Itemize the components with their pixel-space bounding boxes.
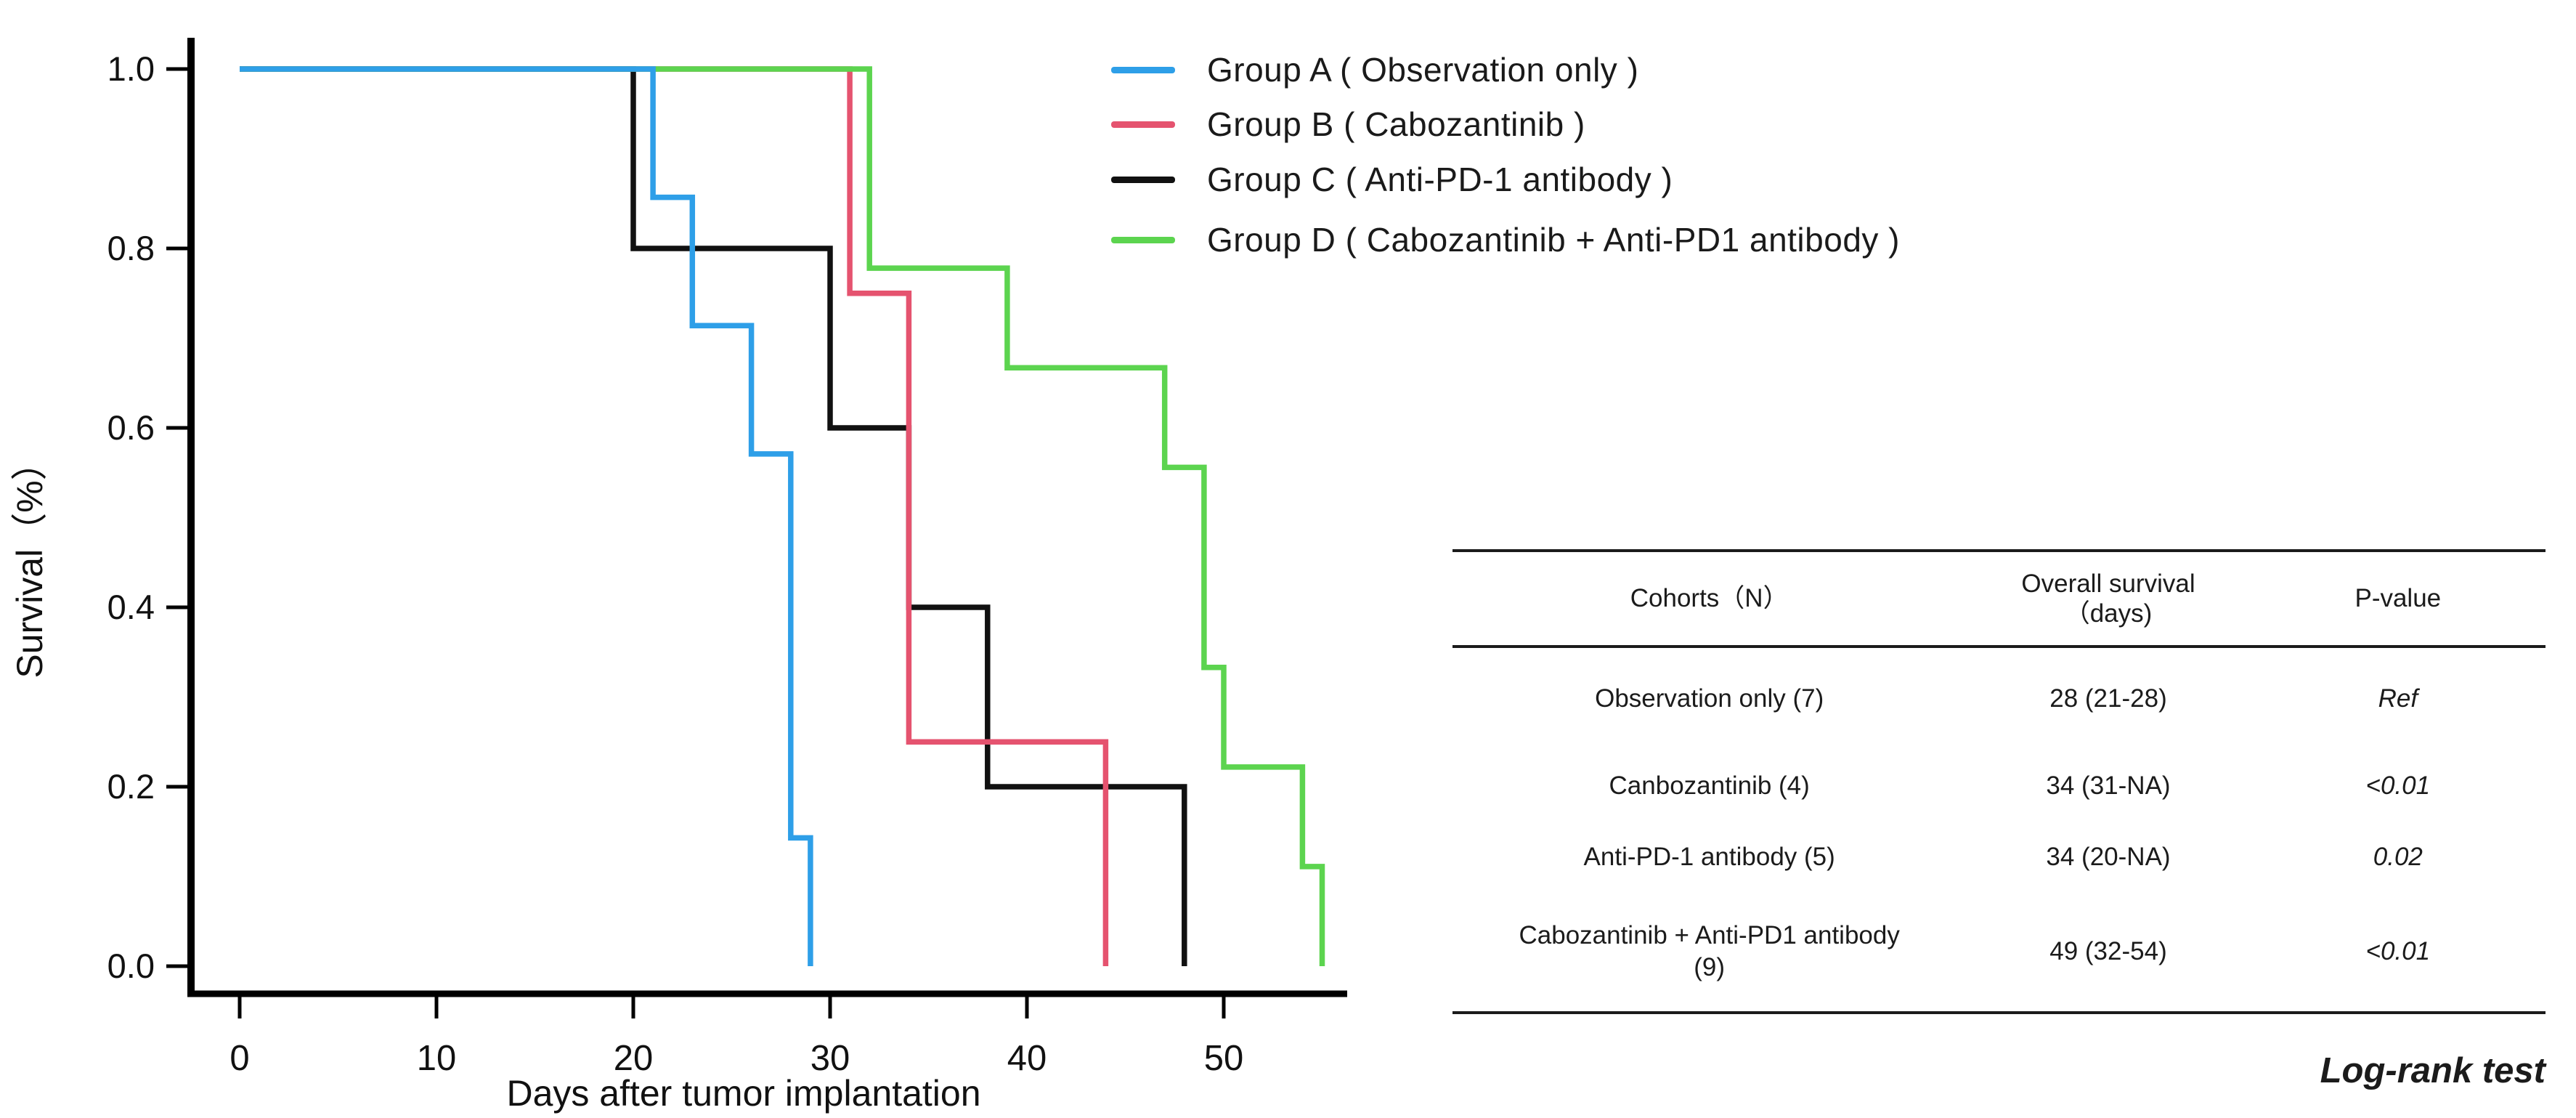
os-cell: 28 (21-28): [2049, 684, 2167, 713]
legend-item-group-c: Group C ( Anti-PD-1 antibody ): [1111, 161, 1673, 198]
table-row: Cabozantinib + Anti-PD1 antibody (9) 49 …: [1452, 892, 2545, 1011]
pvalue-cell: <0.01: [2365, 771, 2431, 801]
x-tick-label: 50: [1204, 1039, 1244, 1078]
cohort-cell: Anti-PD-1 antibody (5): [1583, 843, 1835, 872]
legend-label-group-a: Group A ( Observation only ): [1207, 51, 1639, 89]
cohort-cell: Canbozantinib (4): [1609, 771, 1810, 801]
legend-label-group-b: Group B ( Cabozantinib ): [1207, 105, 1585, 143]
survival-curve-c: [240, 66, 1187, 966]
header-overall-survival: Overall survival （days): [1966, 569, 2250, 629]
cohort-cell: Observation only (7): [1595, 684, 1824, 713]
table-row: Observation only (7) 28 (21-28) Ref: [1452, 648, 2545, 750]
x-tick-label: 40: [1007, 1039, 1047, 1078]
x-tick-label: 0: [229, 1039, 249, 1078]
survival-curve-b: [240, 66, 1109, 966]
survival-chart: 0.0 0.2 0.4 0.6 0.8 1.0 0 10 20 30 40 50 Days after …: [9, 38, 1347, 1114]
table-header-rule: [1452, 645, 2545, 648]
y-tick-label: 0.2: [107, 767, 155, 806]
y-tick-label: 0.4: [107, 588, 155, 626]
pvalue-cell: <0.01: [2365, 937, 2431, 966]
legend-label-group-c: Group C ( Anti-PD-1 antibody ): [1207, 161, 1673, 198]
cohort-cell: Cabozantinib + Anti-PD1 antibody (9): [1519, 921, 1900, 981]
pvalue-cell: Ref: [2378, 684, 2418, 713]
header-cohorts: Cohorts（N）: [1630, 584, 1789, 613]
group-b-line-swatch: [1111, 121, 1175, 128]
y-axis-title: Survival（%）: [9, 444, 50, 678]
x-tick-label: 20: [614, 1039, 654, 1078]
x-axis-title: Days after tumor implantation: [506, 1073, 980, 1114]
os-cell: 34 (20-NA): [2046, 843, 2171, 872]
header-pvalue: P-value: [2354, 584, 2442, 613]
group-a-line-swatch: [1111, 66, 1175, 73]
y-tick-label: 0.0: [107, 947, 155, 985]
table-top-rule: [1452, 549, 2545, 552]
y-tick-label: 1.0: [107, 49, 155, 88]
x-tick-label: 10: [417, 1039, 457, 1078]
y-tick-label: 0.6: [107, 408, 155, 447]
os-cell: 49 (32-54): [2049, 937, 2167, 966]
legend-item-group-b: Group B ( Cabozantinib ): [1111, 105, 1585, 143]
table-header-row: Cohorts（N） Overall survival （days) P-val…: [1452, 552, 2545, 645]
table-row: Anti-PD-1 antibody (5) 34 (20-NA) 0.02: [1452, 822, 2545, 892]
legend-item-group-a: Group A ( Observation only ): [1111, 51, 1638, 89]
survival-stats-table: Cohorts（N） Overall survival （days) P-val…: [1452, 549, 2545, 1014]
os-cell: 34 (31-NA): [2046, 771, 2171, 801]
y-tick-label: 0.8: [107, 229, 155, 267]
survival-curve-a: [240, 66, 813, 966]
x-tick-label: 30: [810, 1039, 850, 1078]
survival-curve-d: [240, 66, 1325, 966]
legend-item-group-d: Group D ( Cabozantinib + Anti-PD1 antibo…: [1111, 221, 1900, 259]
logrank-test-note: Log-rank test: [2320, 1051, 2545, 1090]
group-d-line-swatch: [1111, 236, 1175, 243]
pvalue-cell: 0.02: [2373, 843, 2423, 872]
header-overall-survival-line2: （days): [2064, 599, 2153, 628]
table-row: Canbozantinib (4) 34 (31-NA) <0.01: [1452, 750, 2545, 822]
legend-label-group-d: Group D ( Cabozantinib + Anti-PD1 antibo…: [1207, 221, 1900, 259]
header-overall-survival-line1: Overall survival: [2021, 569, 2195, 598]
table-bottom-rule: [1452, 1011, 2545, 1014]
group-c-line-swatch: [1111, 176, 1175, 183]
